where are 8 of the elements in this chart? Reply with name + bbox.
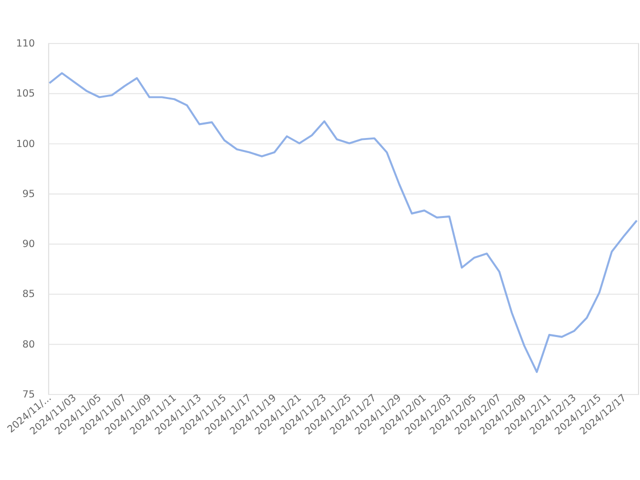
line-series — [48, 72, 638, 373]
y-tick-label: 90 — [22, 239, 35, 250]
y-tick-label: 100 — [16, 138, 35, 150]
y-tick-label: 80 — [22, 339, 35, 350]
y-tick-label: 105 — [16, 88, 35, 100]
y-tick-label: 110 — [16, 38, 35, 50]
y-tick-label: 85 — [22, 289, 35, 300]
y-tick-label: 95 — [22, 188, 35, 200]
